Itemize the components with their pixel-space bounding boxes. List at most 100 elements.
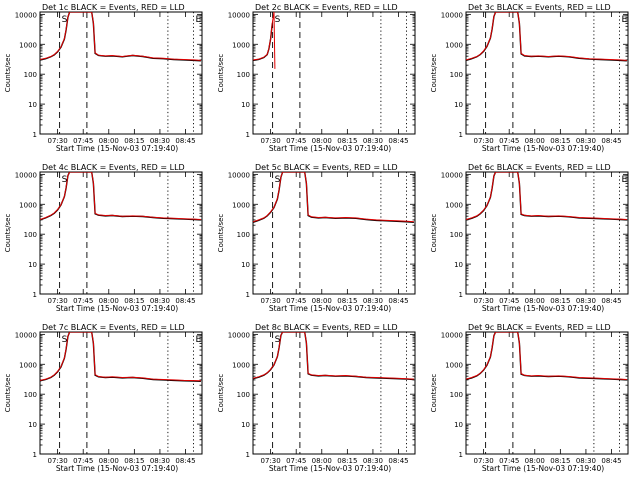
marker-label: S bbox=[62, 335, 68, 345]
x-tick-label: 07:45 bbox=[73, 297, 93, 305]
y-tick-label: 10000 bbox=[441, 331, 463, 339]
x-tick-label: 08:45 bbox=[388, 457, 408, 465]
x-tick-label: 07:30 bbox=[48, 457, 68, 465]
detector-panel-6: 1 10 100 1000 10000 07:30 07:45 08:00 08:15 08:30… bbox=[430, 163, 629, 313]
y-tick-label: 10000 bbox=[228, 171, 250, 179]
x-tick-label: 07:30 bbox=[474, 137, 494, 145]
plot-frame bbox=[39, 171, 203, 295]
x-tick-label: 07:45 bbox=[286, 457, 306, 465]
y-axis-label: Counts/sec bbox=[430, 374, 438, 413]
panel-title: Det 6c BLACK = Events, RED = LLD bbox=[468, 163, 611, 172]
x-tick-label: 08:30 bbox=[576, 137, 596, 145]
x-tick-label: 08:30 bbox=[150, 457, 170, 465]
x-tick-label: 08:30 bbox=[363, 297, 383, 305]
y-tick-label: 1 bbox=[33, 291, 37, 299]
detector-panel-7: 1 10 100 1000 10000 07:30 07:45 08:00 08:15 08:30… bbox=[4, 323, 203, 473]
y-tick-label: 10000 bbox=[228, 11, 250, 19]
x-axis-label: Start Time (15-Nov-03 07:19:40) bbox=[56, 464, 178, 473]
x-tick-label: 08:30 bbox=[363, 457, 383, 465]
marker-label: S bbox=[275, 15, 281, 25]
y-tick-label: 1000 bbox=[445, 201, 463, 209]
y-tick-label: 10 bbox=[454, 421, 463, 429]
y-tick-label: 1 bbox=[459, 131, 463, 139]
x-tick-label: 07:30 bbox=[474, 297, 494, 305]
y-tick-label: 10 bbox=[28, 101, 37, 109]
y-tick-label: 1000 bbox=[19, 361, 37, 369]
series-line-lld bbox=[253, 12, 276, 69]
y-tick-label: 10 bbox=[28, 261, 37, 269]
y-tick-label: 1 bbox=[33, 451, 37, 459]
y-tick-label: 1 bbox=[246, 291, 250, 299]
series-line-lld bbox=[466, 332, 627, 380]
x-tick-label: 07:30 bbox=[261, 297, 281, 305]
y-tick-label: 100 bbox=[24, 391, 37, 399]
x-tick-label: 07:45 bbox=[499, 137, 519, 145]
x-tick-label: 08:15 bbox=[124, 297, 144, 305]
x-tick-label: 08:30 bbox=[150, 297, 170, 305]
series-line-events bbox=[466, 12, 627, 62]
x-tick-label: 08:00 bbox=[312, 137, 332, 145]
series-line-lld bbox=[40, 172, 201, 220]
marker-label: S bbox=[62, 15, 68, 25]
x-tick-label: 08:45 bbox=[175, 457, 195, 465]
detector-panel-5: 1 10 100 1000 10000 07:30 07:45 08:00 08:15 08:30… bbox=[217, 163, 416, 313]
detector-panel-2: 1 10 100 1000 10000 07:30 07:45 08:00 08:15 08:30… bbox=[217, 3, 416, 153]
marker-label: E bbox=[621, 175, 627, 185]
x-tick-label: 08:30 bbox=[363, 137, 383, 145]
y-tick-label: 10 bbox=[241, 261, 250, 269]
marker-label: E bbox=[621, 15, 627, 25]
x-tick-label: 08:00 bbox=[525, 297, 545, 305]
x-tick-label: 07:30 bbox=[48, 297, 68, 305]
y-tick-label: 100 bbox=[24, 71, 37, 79]
series-line-lld bbox=[253, 332, 414, 380]
y-tick-label: 1000 bbox=[232, 201, 250, 209]
x-tick-label: 08:45 bbox=[388, 137, 408, 145]
series-line-lld bbox=[253, 172, 414, 223]
y-tick-label: 1 bbox=[459, 291, 463, 299]
x-axis-label: Start Time (15-Nov-03 07:19:40) bbox=[482, 144, 604, 153]
y-tick-label: 1 bbox=[459, 451, 463, 459]
y-tick-label: 1 bbox=[246, 131, 250, 139]
x-tick-label: 08:15 bbox=[337, 457, 357, 465]
panel-title: Det 9c BLACK = Events, RED = LLD bbox=[468, 323, 611, 332]
x-tick-label: 07:30 bbox=[261, 457, 281, 465]
x-axis-label: Start Time (15-Nov-03 07:19:40) bbox=[269, 144, 391, 153]
y-axis-label: Counts/sec bbox=[4, 54, 12, 93]
y-axis-label: Counts/sec bbox=[430, 54, 438, 93]
x-tick-label: 08:15 bbox=[337, 137, 357, 145]
y-tick-label: 100 bbox=[237, 71, 250, 79]
x-tick-label: 08:00 bbox=[525, 137, 545, 145]
y-tick-label: 10 bbox=[241, 421, 250, 429]
plot-frame bbox=[39, 331, 203, 455]
y-tick-label: 100 bbox=[450, 231, 463, 239]
x-tick-label: 08:15 bbox=[337, 297, 357, 305]
detector-panel-8: 1 10 100 1000 10000 07:30 07:45 08:00 08:15 08:30… bbox=[217, 323, 416, 473]
y-axis-label: Counts/sec bbox=[4, 214, 12, 253]
x-tick-label: 07:45 bbox=[499, 297, 519, 305]
x-tick-label: 08:15 bbox=[124, 457, 144, 465]
x-tick-label: 08:30 bbox=[150, 137, 170, 145]
x-tick-label: 08:45 bbox=[601, 297, 621, 305]
y-tick-label: 1000 bbox=[19, 41, 37, 49]
x-tick-label: 08:30 bbox=[576, 297, 596, 305]
y-axis-label: Counts/sec bbox=[217, 54, 225, 93]
x-tick-label: 07:30 bbox=[261, 137, 281, 145]
y-axis-label: Counts/sec bbox=[430, 214, 438, 253]
marker-label: S bbox=[62, 175, 68, 185]
panel-title: Det 8c BLACK = Events, RED = LLD bbox=[255, 323, 398, 332]
y-tick-label: 1000 bbox=[232, 361, 250, 369]
y-tick-label: 100 bbox=[450, 391, 463, 399]
series-line-lld bbox=[40, 332, 201, 382]
y-axis-label: Counts/sec bbox=[4, 374, 12, 413]
panel-title: Det 5c BLACK = Events, RED = LLD bbox=[255, 163, 398, 172]
x-tick-label: 08:00 bbox=[312, 297, 332, 305]
y-tick-label: 10 bbox=[454, 261, 463, 269]
x-axis-label: Start Time (15-Nov-03 07:19:40) bbox=[482, 304, 604, 313]
y-tick-label: 100 bbox=[24, 231, 37, 239]
series-line-events bbox=[253, 23, 273, 62]
x-tick-label: 07:45 bbox=[286, 297, 306, 305]
panel-title: Det 7c BLACK = Events, RED = LLD bbox=[42, 323, 185, 332]
y-tick-label: 10000 bbox=[228, 331, 250, 339]
x-tick-label: 08:30 bbox=[576, 457, 596, 465]
